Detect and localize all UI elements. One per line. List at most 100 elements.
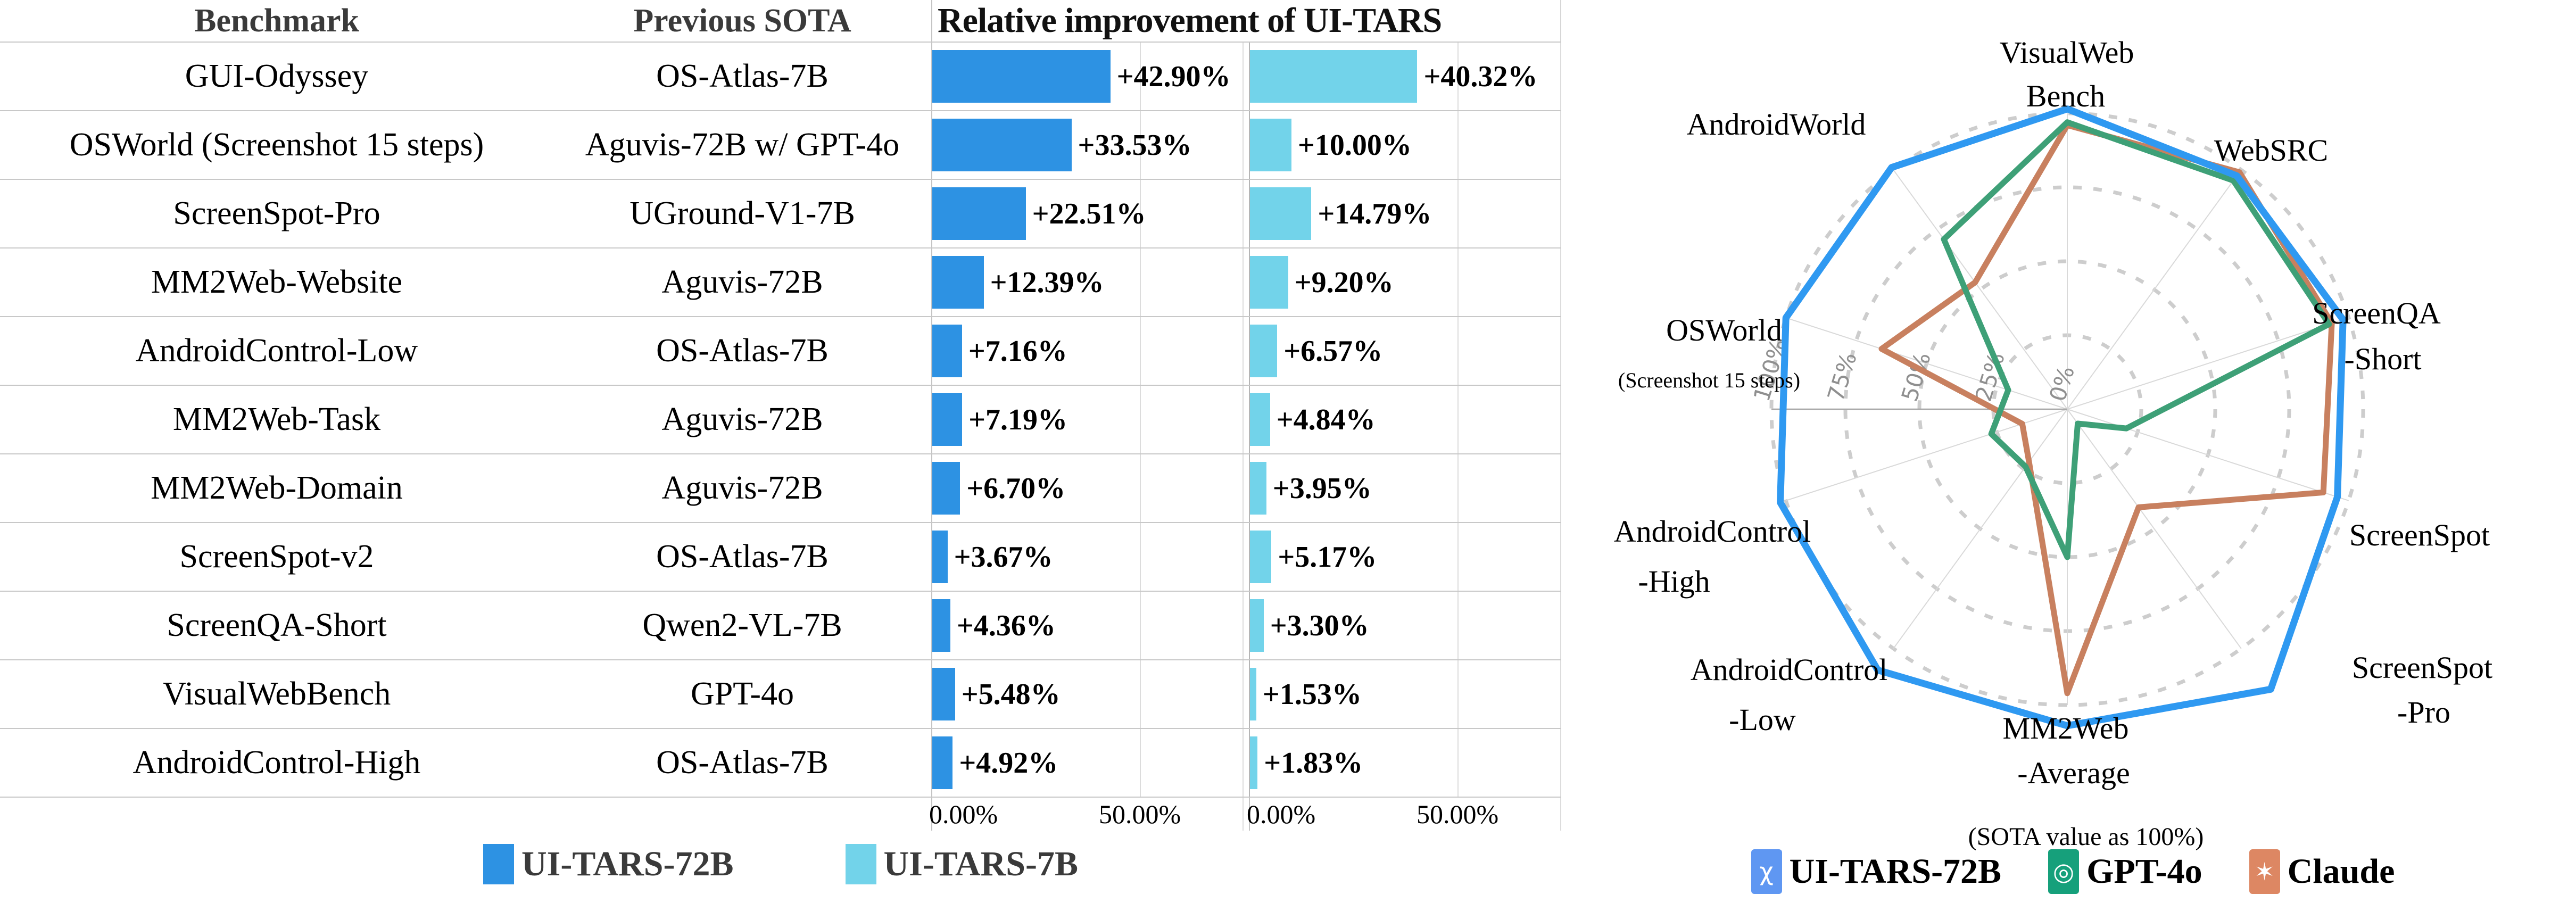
radar-chart-panel: 100% 75% 50% 25% 0% VisualWeb Bench WebSRC Scree… — [1570, 0, 2576, 903]
radial-tick-label: 0% — [2044, 363, 2080, 404]
uitars-7b-swatch — [845, 844, 876, 884]
benchmark-cell: MM2Web-Task — [172, 401, 381, 437]
radar-axis-labels: VisualWeb Bench WebSRC ScreenQA -Short Screen… — [1614, 35, 2492, 790]
benchmark-cell: OSWorld (Screenshot 15 steps) — [69, 126, 484, 163]
uitars-7b-bar-value: +40.32% — [1423, 60, 1538, 93]
benchmark-cell: ScreenSpot-v2 — [179, 538, 374, 575]
uitars-7b-bar-value: +1.83% — [1264, 746, 1363, 780]
bar-cell-uitars-72b: +3.67% — [931, 523, 1244, 591]
uitars-7b-bar — [1250, 736, 1258, 789]
axis-tick-fifty: 50.00% — [1416, 799, 1499, 829]
benchmark-cell: GUI-Odyssey — [185, 57, 369, 94]
benchmark-cell: VisualWebBench — [162, 675, 391, 712]
uitars-7b-bar-value: +5.17% — [1278, 540, 1377, 574]
table-row: OSWorld (Screenshot 15 steps) Aguvis-72B … — [0, 111, 1561, 180]
radar-caption: (SOTA value as 100%) — [1968, 823, 2204, 851]
bar-cell-uitars-7b: +4.84% — [1249, 386, 1561, 453]
uitars-72b-bar-value: +12.39% — [990, 266, 1104, 299]
previous-sota-cell: Aguvis-72B — [661, 401, 823, 437]
benchmark-cell: AndroidControl-Low — [135, 332, 418, 369]
radar-axis-label: OSWorld — [1666, 313, 1782, 347]
previous-sota-column-header: Previous SOTA — [633, 2, 851, 39]
uitars-7b-bar — [1250, 393, 1270, 446]
uitars-72b-bar-value: +4.36% — [957, 609, 1056, 642]
bar-cell-uitars-72b: +12.39% — [931, 248, 1244, 316]
bar-cell-uitars-72b: +6.70% — [931, 454, 1244, 522]
uitars-72b-bar — [932, 736, 953, 789]
previous-sota-cell: Aguvis-72B — [661, 263, 823, 300]
uitars-72b-bar — [932, 668, 955, 720]
bar-cell-uitars-72b: +7.16% — [931, 317, 1244, 385]
bar-cell-uitars-7b: +6.57% — [1249, 317, 1561, 385]
radar-chart: 100% 75% 50% 25% 0%VisualWebBenchWebSRCScree… — [1614, 35, 2492, 851]
uitars-72b-bar — [932, 325, 962, 377]
radar-axis-label: WebSRC — [2214, 133, 2328, 168]
claude-logo-icon: ✶ — [2249, 849, 2280, 894]
uitars-72b-swatch — [483, 844, 515, 884]
uitars-7b-bar-value: +6.57% — [1283, 334, 1383, 368]
radar-axis-label: -Average — [2017, 756, 2130, 790]
uitars-7b-bar-value: +3.30% — [1270, 609, 1369, 642]
legend-label: GPT-4o — [2086, 852, 2202, 891]
uitars-72b-bar-value: +6.70% — [966, 471, 1066, 505]
bar-cell-uitars-7b: +14.79% — [1249, 180, 1561, 247]
uitars-72b-bar-value: +33.53% — [1078, 128, 1192, 162]
bar-cell-uitars-72b: +42.90% — [931, 43, 1244, 110]
legend-item-uitars-72b: χ UI-TARS-72B — [1751, 849, 2001, 894]
table-header-row: Benchmark Previous SOTA Relative improve… — [0, 0, 1561, 43]
uitars-7b-bar — [1250, 187, 1312, 240]
radar-series-gpt-4o — [1941, 119, 2332, 560]
previous-sota-cell: Qwen2-VL-7B — [642, 607, 842, 643]
bar-cell-uitars-72b: +5.48% — [931, 660, 1244, 728]
table-body: GUI-Odyssey OS-Atlas-7B +42.90% +40.32% OSWo… — [0, 43, 1561, 798]
table-row: AndroidControl-High OS-Atlas-7B +4.92% +1.8… — [0, 729, 1561, 798]
bar-cell-uitars-7b: +5.17% — [1249, 523, 1561, 591]
bar-cell-uitars-72b: +7.19% — [931, 386, 1244, 453]
axis-7b: 0.00% 50.00% — [1247, 798, 1561, 831]
uitars-72b-bar — [932, 531, 948, 583]
uitars-72b-bar-value: +4.92% — [959, 746, 1058, 780]
uitars-7b-bar — [1250, 668, 1256, 720]
legend-label: UI-TARS-72B — [1789, 852, 2002, 891]
legend-label: Claude — [2287, 852, 2395, 891]
uitars-7b-bar — [1250, 462, 1266, 515]
uitars-7b-bar — [1250, 256, 1288, 309]
previous-sota-cell: Aguvis-72B w/ GPT-4o — [585, 126, 900, 163]
legend-item-uitars-7b: UI-TARS-7B — [845, 844, 1078, 884]
uitars-72b-bar — [932, 599, 950, 652]
uitars-7b-bar — [1250, 599, 1264, 652]
radar-axis-label: AndroidWorld — [1687, 107, 1866, 142]
axis-72b: 0.00% 50.00% — [929, 798, 1244, 831]
uitars-72b-bar — [932, 393, 963, 446]
uitars-72b-bar — [932, 256, 984, 309]
previous-sota-cell: OS-Atlas-7B — [656, 538, 829, 575]
previous-sota-cell: OS-Atlas-7B — [656, 57, 829, 94]
uitars-7b-bar-value: +9.20% — [1294, 266, 1394, 299]
bar-cell-uitars-7b: +9.20% — [1249, 248, 1561, 316]
uitars-7b-bar — [1250, 119, 1291, 171]
axis-tick-fifty: 50.00% — [1098, 799, 1181, 829]
radar-axis-label: -Short — [2345, 342, 2422, 376]
uitars-72b-bar-value: +42.90% — [1116, 60, 1231, 93]
radar-axis-label: -High — [1638, 564, 1710, 599]
benchmark-cell: ScreenQA-Short — [167, 607, 387, 643]
radar-axis-label: AndroidControl — [1691, 652, 1888, 687]
radar-axis-label: -Pro — [2397, 695, 2450, 730]
bar-chart-legend: UI-TARS-72B UI-TARS-7B — [0, 844, 1561, 884]
table-row: MM2Web-Task Aguvis-72B +7.19% +4.84% — [0, 386, 1561, 454]
bar-cell-uitars-7b: +40.32% — [1249, 43, 1561, 110]
uitars-7b-bar — [1250, 325, 1278, 377]
uitars-7b-bar-value: +3.95% — [1272, 471, 1372, 505]
radar-series-ui-tars-72b — [1777, 105, 2347, 730]
previous-sota-cell: GPT-4o — [690, 675, 794, 712]
bar-cell-uitars-7b: +1.53% — [1249, 660, 1561, 728]
bar-cell-uitars-7b: +3.95% — [1249, 454, 1561, 522]
benchmark-cell: MM2Web-Website — [151, 263, 403, 300]
uitars-7b-bar-value: +14.79% — [1318, 197, 1432, 230]
legend-item-uitars-72b: UI-TARS-72B — [483, 844, 734, 884]
table-row: ScreenSpot-Pro UGround-V1-7B +22.51% +14.79… — [0, 180, 1561, 248]
radar-axis-label: -Low — [1729, 702, 1796, 737]
axis-tick-zero: 0.00% — [1247, 799, 1316, 829]
previous-sota-cell: OS-Atlas-7B — [656, 332, 829, 369]
